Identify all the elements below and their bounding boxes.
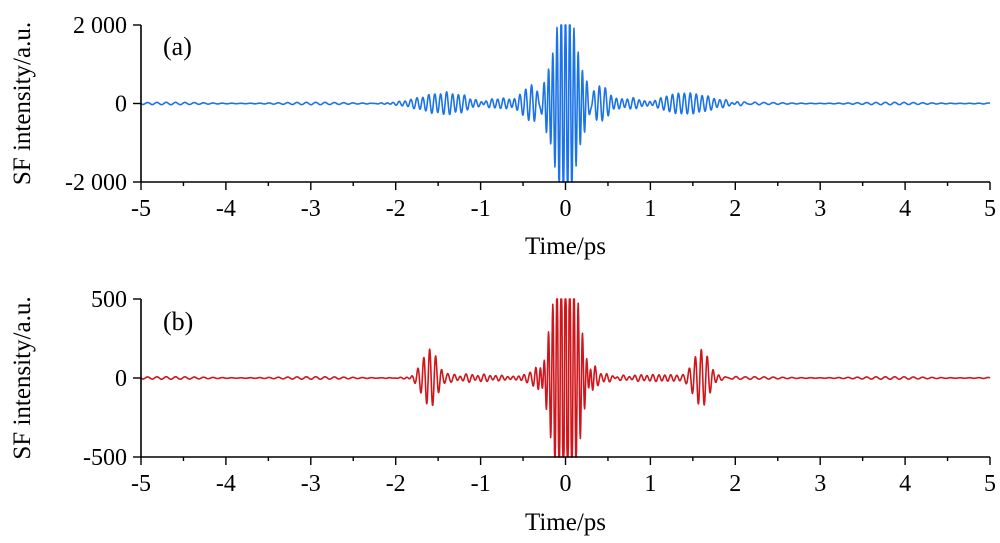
x-tick-label-a: 2 (729, 196, 741, 222)
x-tick-label-b: -1 (471, 471, 491, 497)
x-tick-label-a: 5 (984, 196, 996, 222)
x-tick-label-b: 4 (899, 471, 911, 497)
x-tick-label-a: 3 (814, 196, 826, 222)
x-tick-label-a: 1 (644, 196, 656, 222)
x-tick-label-a: 0 (560, 196, 572, 222)
x-tick-label-b: -5 (131, 471, 151, 497)
x-tick-label-a: -5 (131, 196, 151, 222)
y-tick-label-a: 0 (115, 92, 127, 118)
x-tick-label-b: -4 (216, 471, 236, 497)
x-axis-label-b: Time/ps (525, 509, 606, 536)
x-tick-label-b: 1 (644, 471, 656, 497)
panel-b-chart: -5 -4 -3 -2 -1 0 1 2 3 4 5 -500 0 500 Time/ps SF intens… (9, 287, 996, 536)
x-tick-label-b: 5 (984, 471, 996, 497)
y-tick-label-a: 2 000 (73, 13, 127, 39)
x-tick-label-a: -2 (386, 196, 406, 222)
series-line-b-0 (140, 298, 991, 458)
panel-label-a: (a) (163, 32, 192, 61)
x-tick-label-b: 3 (814, 471, 826, 497)
y-axis-label-a: SF intensity/a.u. (9, 22, 36, 185)
x-tick-label-b: 0 (560, 471, 572, 497)
y-tick-label-b: -500 (83, 445, 127, 471)
y-tick-label-a: -2 000 (65, 170, 127, 196)
x-tick-label-b: -3 (301, 471, 321, 497)
x-tick-label-b: 2 (729, 471, 741, 497)
x-tick-label-a: -4 (216, 196, 236, 222)
y-axis-label-b: SF intensity/a.u. (9, 296, 36, 459)
x-tick-label-a: -3 (301, 196, 321, 222)
panel-a-chart: -5 -4 -3 -2 -1 0 1 2 3 4 5 -2 000 0 2 000 Time/ps SF in… (9, 13, 996, 260)
panel-label-b: (b) (163, 307, 193, 336)
x-tick-label-a: 4 (899, 196, 911, 222)
x-axis-label-a: Time/ps (525, 233, 606, 260)
y-tick-label-b: 500 (91, 287, 127, 313)
y-tick-label-b: 0 (115, 366, 127, 392)
series-line-a-0 (140, 24, 991, 183)
x-tick-label-a: -1 (471, 196, 491, 222)
x-tick-label-b: -2 (386, 471, 406, 497)
